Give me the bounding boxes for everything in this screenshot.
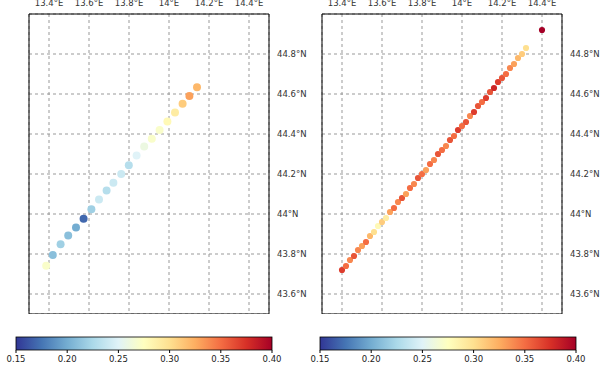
svg-text:43.8°N: 43.8°N: [570, 249, 592, 259]
svg-text:0.35: 0.35: [211, 354, 230, 364]
svg-text:0.30: 0.30: [160, 354, 179, 364]
svg-text:0.15: 0.15: [8, 354, 25, 364]
svg-text:0.15: 0.15: [311, 354, 330, 364]
svg-text:44.6°N: 44.6°N: [277, 89, 307, 99]
svg-text:14.4°E: 14.4°E: [528, 0, 557, 8]
svg-text:14.2°E: 14.2°E: [488, 0, 517, 8]
svg-text:43.6°N: 43.6°N: [277, 289, 307, 299]
svg-text:44°N: 44°N: [277, 209, 298, 219]
svg-text:44.2°N: 44.2°N: [570, 169, 592, 179]
svg-text:44.8°N: 44.8°N: [277, 49, 307, 59]
svg-text:43.6°N: 43.6°N: [570, 289, 592, 299]
svg-text:14.2°E: 14.2°E: [195, 0, 224, 8]
svg-text:13.8°E: 13.8°E: [115, 0, 144, 8]
svg-text:14°E: 14°E: [452, 0, 472, 8]
svg-text:14°E: 14°E: [159, 0, 179, 8]
svg-text:44°N: 44°N: [570, 209, 591, 219]
svg-text:0.20: 0.20: [58, 354, 77, 364]
svg-text:0.20: 0.20: [362, 354, 381, 364]
svg-text:0.40: 0.40: [263, 354, 282, 364]
svg-text:0.25: 0.25: [109, 354, 128, 364]
svg-text:0.40: 0.40: [567, 354, 586, 364]
svg-text:44.2°N: 44.2°N: [277, 169, 307, 179]
svg-text:0.30: 0.30: [464, 354, 483, 364]
svg-text:14.4°E: 14.4°E: [235, 0, 264, 8]
svg-text:13.6°E: 13.6°E: [75, 0, 104, 8]
svg-text:13.4°E: 13.4°E: [328, 0, 357, 8]
svg-text:44.6°N: 44.6°N: [570, 89, 592, 99]
svg-text:0.25: 0.25: [413, 354, 432, 364]
svg-text:44.4°N: 44.4°N: [570, 129, 592, 139]
svg-text:43.8°N: 43.8°N: [277, 249, 307, 259]
svg-text:13.4°E: 13.4°E: [35, 0, 64, 8]
svg-text:0.35: 0.35: [515, 354, 534, 364]
svg-text:44.8°N: 44.8°N: [570, 49, 592, 59]
svg-text:44.4°N: 44.4°N: [277, 129, 307, 139]
svg-text:13.6°E: 13.6°E: [368, 0, 397, 8]
svg-text:13.8°E: 13.8°E: [408, 0, 437, 8]
